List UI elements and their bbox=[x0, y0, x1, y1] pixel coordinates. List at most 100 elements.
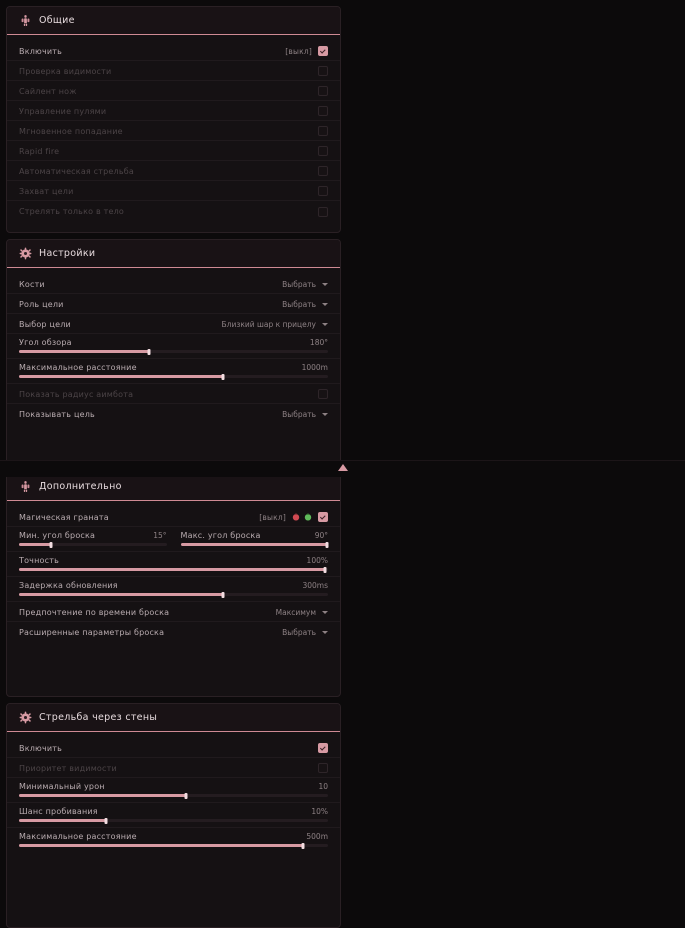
row-show-aimbot-radius[interactable]: Показать радиус аимбота bbox=[7, 384, 340, 404]
row-visibility-check[interactable]: Проверка видимости bbox=[7, 61, 340, 81]
slider-label: Максимальное расстояние bbox=[19, 832, 137, 841]
slider-max-distance[interactable]: Максимальное расстояние 1000m bbox=[7, 359, 340, 384]
slider-min-damage[interactable]: Минимальный урон 10 bbox=[7, 778, 340, 803]
row-instant-hit[interactable]: Мгновенное попадание bbox=[7, 121, 340, 141]
row-throw-time-preference[interactable]: Предпочтение по времени броска Максимум bbox=[7, 602, 340, 622]
row-target-role[interactable]: Роль цели Выбрать bbox=[7, 294, 340, 314]
panel-settings-header: Настройки bbox=[7, 240, 340, 268]
slider-min-throw-angle[interactable]: Мин. угол броска 15° bbox=[19, 531, 167, 548]
dropdown-advanced-throw-params[interactable]: Выбрать bbox=[282, 628, 328, 637]
panel-general-body: Включить [выкл] Проверка видимости Сайле… bbox=[7, 35, 340, 232]
checkbox-bullet-control[interactable] bbox=[318, 106, 328, 116]
row-label: Предпочтение по времени броска bbox=[19, 607, 170, 617]
slider-penetration-chance[interactable]: Шанс пробивания 10% bbox=[7, 803, 340, 828]
panel-advanced-body: Магическая граната [выкл] bbox=[7, 501, 340, 696]
grenade-green-icon[interactable] bbox=[304, 513, 312, 521]
slider-value: 15° bbox=[153, 531, 167, 540]
checkbox-wallbang-enable[interactable] bbox=[318, 743, 328, 753]
row-rapid-fire[interactable]: Rapid fire bbox=[7, 141, 340, 161]
slider-track[interactable] bbox=[180, 541, 329, 548]
slider-max-throw-angle[interactable]: Макс. угол броска 90° bbox=[180, 531, 329, 548]
row-label: Роль цели bbox=[19, 299, 64, 309]
checkbox-auto-shoot[interactable] bbox=[318, 166, 328, 176]
row-target-selection[interactable]: Выбор цели Близкий шар к прицелу bbox=[7, 314, 340, 334]
slider-value: 180° bbox=[309, 338, 328, 347]
row-auto-shoot[interactable]: Автоматическая стрельба bbox=[7, 161, 340, 181]
row-wallbang-enable[interactable]: Включить bbox=[7, 738, 340, 758]
panel-advanced-header: Дополнительно bbox=[7, 473, 340, 501]
slider-fov[interactable]: Угол обзора 180° bbox=[7, 334, 340, 359]
checkbox-silent-knife[interactable] bbox=[318, 86, 328, 96]
slider-fill bbox=[19, 593, 223, 596]
chevron-up-icon[interactable] bbox=[337, 464, 348, 471]
dropdown-throw-time-preference[interactable]: Максимум bbox=[276, 608, 328, 617]
dropdown-target-role[interactable]: Выбрать bbox=[282, 300, 328, 309]
slider-label: Точность bbox=[19, 556, 60, 565]
dropdown-target-selection[interactable]: Близкий шар к прицелу bbox=[222, 320, 328, 329]
panel-settings-body: Кости Выбрать Роль цели Выбрать Выбор це… bbox=[7, 268, 340, 465]
slider-track[interactable] bbox=[19, 591, 328, 598]
row-silent-knife[interactable]: Сайлент нож bbox=[7, 81, 340, 101]
slider-track[interactable] bbox=[19, 566, 328, 573]
slider-fill bbox=[19, 819, 106, 822]
row-label: Rapid fire bbox=[19, 146, 60, 156]
slider-track[interactable] bbox=[19, 792, 328, 799]
slider-knob[interactable] bbox=[323, 566, 327, 573]
slider-knob[interactable] bbox=[184, 792, 188, 799]
slider-knob[interactable] bbox=[221, 373, 225, 380]
dropdown-show-target[interactable]: Выбрать bbox=[282, 410, 328, 419]
row-bullet-control[interactable]: Управление пулями bbox=[7, 101, 340, 121]
checkbox-rapid-fire[interactable] bbox=[318, 146, 328, 156]
settings-window: Общие Включить [выкл] Проверка видимости… bbox=[0, 0, 685, 477]
slider-update-delay[interactable]: Задержка обновления 300ms bbox=[7, 577, 340, 602]
row-body-only[interactable]: Стрелять только в тело bbox=[7, 201, 340, 221]
slider-wallbang-max-distance[interactable]: Максимальное расстояние 500m bbox=[7, 828, 340, 852]
checkbox-visibility-priority[interactable] bbox=[318, 763, 328, 773]
panel-general-header: Общие bbox=[7, 7, 340, 35]
row-enable[interactable]: Включить [выкл] bbox=[7, 41, 340, 61]
row-show-target[interactable]: Показывать цель Выбрать bbox=[7, 404, 340, 424]
chevron-down-icon bbox=[322, 610, 328, 614]
checkbox-enable[interactable] bbox=[318, 46, 328, 56]
slider-track[interactable] bbox=[19, 348, 328, 355]
dropdown-value: Выбрать bbox=[282, 410, 316, 419]
row-label: Стрелять только в тело bbox=[19, 207, 124, 216]
panel-advanced-title: Дополнительно bbox=[39, 481, 122, 492]
person-target-icon bbox=[19, 480, 32, 493]
row-visibility-priority[interactable]: Приоритет видимости bbox=[7, 758, 340, 778]
row-target-lock[interactable]: Захват цели bbox=[7, 181, 340, 201]
grenade-red-icon[interactable] bbox=[292, 513, 300, 521]
slider-value: 90° bbox=[314, 531, 328, 540]
slider-knob[interactable] bbox=[104, 817, 108, 824]
row-value: [выкл] bbox=[285, 46, 312, 56]
panel-wallbang: Стрельба через стены Включить Приоритет … bbox=[6, 703, 341, 928]
row-advanced-throw-params[interactable]: Расширенные параметры броска Выбрать bbox=[7, 622, 340, 642]
row-bones[interactable]: Кости Выбрать bbox=[7, 274, 340, 294]
checkbox-body-only[interactable] bbox=[318, 206, 328, 217]
person-target-icon bbox=[19, 14, 32, 27]
dropdown-value: Выбрать bbox=[282, 299, 316, 309]
checkbox-magic-grenade[interactable] bbox=[318, 512, 328, 522]
slider-track[interactable] bbox=[19, 817, 328, 824]
checkbox-target-lock[interactable] bbox=[318, 186, 328, 196]
row-magic-grenade[interactable]: Магическая граната [выкл] bbox=[7, 507, 340, 527]
dropdown-value: Выбрать bbox=[282, 279, 316, 289]
slider-label: Мин. угол броска bbox=[19, 531, 96, 540]
slider-track[interactable] bbox=[19, 842, 328, 849]
slider-track[interactable] bbox=[19, 373, 328, 380]
dropdown-value: Выбрать bbox=[282, 628, 316, 637]
slider-fill bbox=[19, 375, 223, 378]
slider-knob[interactable] bbox=[147, 348, 151, 355]
slider-track[interactable] bbox=[19, 541, 167, 548]
slider-knob[interactable] bbox=[325, 541, 329, 548]
checkbox-visibility-check[interactable] bbox=[318, 66, 328, 76]
dropdown-bones[interactable]: Выбрать bbox=[282, 280, 328, 289]
slider-knob[interactable] bbox=[301, 842, 305, 849]
checkbox-show-aimbot-radius[interactable] bbox=[318, 389, 328, 399]
checkbox-instant-hit[interactable] bbox=[318, 126, 328, 136]
slider-accuracy[interactable]: Точность 100% bbox=[7, 552, 340, 577]
slider-fill bbox=[19, 350, 149, 353]
slider-knob[interactable] bbox=[49, 541, 53, 548]
slider-knob[interactable] bbox=[221, 591, 225, 598]
dropdown-value: Максимум bbox=[275, 607, 316, 617]
